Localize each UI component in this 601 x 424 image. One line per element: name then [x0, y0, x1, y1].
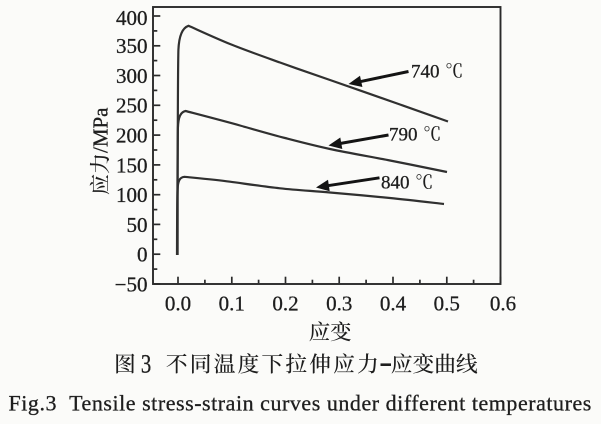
svg-text:0.1: 0.1: [219, 292, 245, 316]
svg-text:100: 100: [116, 183, 148, 207]
svg-text:200: 200: [116, 124, 148, 148]
svg-text:400: 400: [116, 6, 148, 30]
svg-text:250: 250: [116, 94, 148, 118]
svg-text:790: 790: [389, 125, 418, 146]
svg-text:3: 3: [141, 351, 151, 380]
svg-text:150: 150: [116, 153, 148, 177]
svg-text:0.2: 0.2: [272, 292, 298, 316]
svg-text:0.0: 0.0: [165, 292, 191, 316]
svg-text:0: 0: [137, 243, 148, 267]
svg-text:840: 840: [381, 173, 410, 194]
svg-text:0.4: 0.4: [380, 292, 407, 316]
svg-text:350: 350: [116, 34, 148, 58]
svg-text:0.6: 0.6: [490, 292, 516, 316]
svg-text:−50: −50: [115, 272, 148, 296]
svg-text:0.3: 0.3: [326, 292, 352, 316]
svg-text:300: 300: [116, 64, 148, 88]
svg-text:50: 50: [127, 213, 148, 237]
svg-text:Fig.3 Tensile stress-strain c: Fig.3 Tensile stress-strain curves under…: [9, 391, 592, 416]
svg-text:/MPa: /MPa: [89, 107, 113, 153]
svg-text:740: 740: [411, 62, 440, 83]
svg-text:0.5: 0.5: [434, 292, 460, 316]
